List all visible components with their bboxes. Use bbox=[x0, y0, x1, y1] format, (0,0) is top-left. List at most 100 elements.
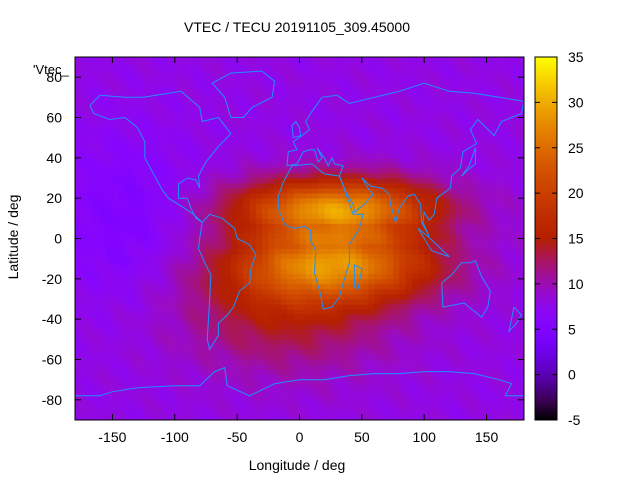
heatmap-cell bbox=[505, 87, 512, 93]
heatmap-cell bbox=[205, 178, 213, 184]
heatmap-cell bbox=[343, 339, 350, 345]
heatmap-cell bbox=[181, 414, 188, 421]
heatmap-cell bbox=[449, 183, 456, 189]
heatmap-cell bbox=[106, 258, 113, 265]
heatmap-cell bbox=[374, 172, 381, 179]
heatmap-cell bbox=[262, 414, 269, 421]
heatmap-cell bbox=[143, 339, 151, 345]
heatmap-cell bbox=[218, 414, 226, 421]
heatmap-cell bbox=[162, 369, 169, 376]
heatmap-cell bbox=[174, 334, 182, 340]
heatmap-cell bbox=[112, 309, 120, 315]
heatmap-cell bbox=[467, 223, 475, 229]
heatmap-cell bbox=[137, 334, 144, 340]
heatmap-cell bbox=[442, 293, 450, 300]
heatmap-cell bbox=[374, 248, 381, 255]
heatmap-cell bbox=[393, 399, 400, 406]
heatmap-cell bbox=[449, 324, 456, 330]
heatmap-cell bbox=[405, 248, 413, 255]
heatmap-cell bbox=[499, 132, 506, 139]
heatmap-cell bbox=[137, 167, 144, 174]
heatmap-cell bbox=[249, 414, 257, 421]
heatmap-cell bbox=[112, 414, 120, 421]
heatmap-cell bbox=[280, 349, 288, 355]
heatmap-cell bbox=[299, 354, 307, 360]
heatmap-cell bbox=[205, 188, 213, 194]
heatmap-cell bbox=[492, 178, 500, 184]
heatmap-cell bbox=[193, 248, 201, 255]
heatmap-cell bbox=[411, 107, 419, 113]
heatmap-cell bbox=[193, 137, 201, 144]
heatmap-cell bbox=[393, 334, 400, 340]
heatmap-cell bbox=[461, 379, 469, 386]
heatmap-cell bbox=[299, 324, 307, 330]
heatmap-cell bbox=[249, 172, 257, 179]
heatmap-cell bbox=[505, 77, 512, 83]
heatmap-cell bbox=[199, 87, 207, 93]
heatmap-cell bbox=[474, 369, 481, 376]
heatmap-cell bbox=[268, 288, 275, 295]
heatmap-cell bbox=[474, 203, 481, 209]
heatmap-cell bbox=[230, 389, 238, 396]
heatmap-cell bbox=[411, 92, 419, 98]
heatmap-cell bbox=[218, 273, 226, 280]
heatmap-cell bbox=[112, 394, 120, 401]
heatmap-cell bbox=[118, 268, 126, 275]
heatmap-cell bbox=[486, 349, 494, 355]
heatmap-cell bbox=[505, 228, 512, 234]
heatmap-cell bbox=[405, 188, 413, 194]
heatmap-cell bbox=[118, 167, 126, 174]
heatmap-cell bbox=[430, 253, 438, 260]
heatmap-cell bbox=[243, 218, 251, 224]
heatmap-cell bbox=[287, 344, 294, 350]
heatmap-cell bbox=[93, 344, 101, 350]
heatmap-cell bbox=[255, 299, 263, 305]
heatmap-cell bbox=[436, 92, 444, 98]
heatmap-cell bbox=[374, 167, 381, 174]
heatmap-cell bbox=[174, 253, 182, 260]
heatmap-cell bbox=[386, 72, 394, 78]
heatmap-cell bbox=[162, 102, 169, 108]
heatmap-cell bbox=[243, 319, 251, 325]
heatmap-cell bbox=[280, 183, 288, 189]
heatmap-cell bbox=[249, 127, 257, 134]
heatmap-cell bbox=[112, 334, 120, 340]
heatmap-cell bbox=[243, 82, 251, 88]
heatmap-cell bbox=[81, 157, 88, 164]
heatmap-cell bbox=[237, 107, 244, 113]
heatmap-cell bbox=[262, 92, 269, 98]
heatmap-cell bbox=[318, 233, 325, 239]
heatmap-cell bbox=[143, 374, 151, 381]
heatmap-cell bbox=[399, 107, 406, 113]
heatmap-cell bbox=[486, 253, 494, 260]
heatmap-cell bbox=[355, 112, 363, 118]
heatmap-cell bbox=[461, 399, 469, 406]
heatmap-cell bbox=[124, 77, 132, 83]
heatmap-cell bbox=[243, 314, 251, 320]
heatmap-cell bbox=[112, 263, 120, 270]
heatmap-cell bbox=[112, 213, 120, 219]
heatmap-cell bbox=[492, 87, 500, 93]
heatmap-cell bbox=[124, 394, 132, 401]
heatmap-cell bbox=[156, 384, 163, 391]
heatmap-cell bbox=[368, 97, 375, 103]
heatmap-cell bbox=[511, 132, 519, 139]
heatmap-cell bbox=[249, 223, 257, 229]
heatmap-cell bbox=[442, 399, 450, 406]
heatmap-cell bbox=[517, 77, 525, 83]
heatmap-cell bbox=[355, 404, 363, 411]
heatmap-cell bbox=[386, 258, 394, 265]
heatmap-cell bbox=[492, 344, 500, 350]
heatmap-cell bbox=[124, 107, 132, 113]
heatmap-cell bbox=[287, 299, 294, 305]
heatmap-cell bbox=[118, 82, 126, 88]
heatmap-cell bbox=[237, 339, 244, 345]
heatmap-cell bbox=[112, 147, 120, 154]
heatmap-cell bbox=[205, 183, 213, 189]
heatmap-cell bbox=[517, 329, 525, 335]
heatmap-cell bbox=[249, 72, 257, 78]
heatmap-cell bbox=[442, 374, 450, 381]
heatmap-cell bbox=[131, 374, 138, 381]
heatmap-cell bbox=[318, 414, 325, 421]
heatmap-cell bbox=[486, 188, 494, 194]
